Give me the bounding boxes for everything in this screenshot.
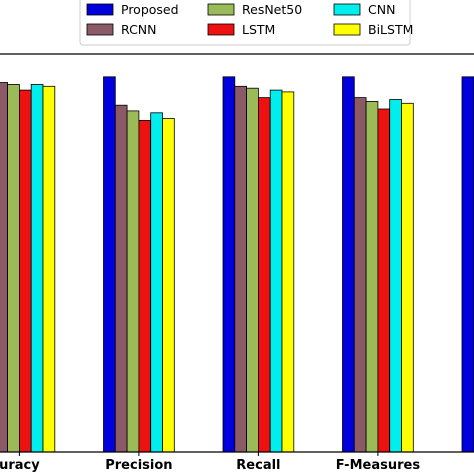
legend-swatch-bilstm <box>333 23 361 36</box>
bar-lstm-recall <box>257 97 271 453</box>
bar-proposed-recall <box>222 76 236 453</box>
bar-rcnn-recall <box>234 85 248 453</box>
bar-lstm-accuracy <box>18 89 32 453</box>
bar-resnet50-recall <box>246 87 259 453</box>
bar-proposed-precision <box>103 76 116 453</box>
x-tick-label-precision: Precision <box>105 458 172 473</box>
legend-swatch-lstm <box>207 23 235 36</box>
bar-cnn-precision <box>150 112 163 453</box>
x-tick-label-f-measures: F-Measures <box>336 458 421 473</box>
legend-label-rcnn: RCNN <box>121 22 157 37</box>
legend-label-bilstm: BiLSTM <box>368 22 413 37</box>
legend-swatch-rcnn <box>86 23 114 36</box>
bar-cnn-f-measures <box>389 99 402 453</box>
bar-rcnn-precision <box>114 104 128 453</box>
legend-label-cnn: CNN <box>368 2 395 17</box>
x-tick-label-recall: Recall <box>236 458 280 473</box>
bar-resnet50-precision <box>126 110 140 453</box>
legend-swatch-cnn <box>333 3 361 16</box>
legend-label-resnet50: ResNet50 <box>242 2 302 17</box>
x-tick-label-accuracy: uracy <box>0 458 40 473</box>
bar-resnet50-accuracy <box>7 84 20 453</box>
legend-box <box>79 0 411 46</box>
bar-lstm-precision <box>138 120 152 453</box>
bar-bilstm-accuracy <box>42 85 56 453</box>
bar-rcnn-f-measures <box>353 97 367 453</box>
bar-bilstm-recall <box>281 91 295 453</box>
legend-swatch-resnet50 <box>207 3 235 16</box>
bar-resnet50-f-measures <box>365 101 379 453</box>
bar-cnn-accuracy <box>30 84 44 453</box>
bars-group <box>0 76 474 453</box>
bar-bilstm-precision <box>162 118 175 453</box>
legend-label-lstm: LSTM <box>242 22 275 37</box>
legend-swatch-proposed <box>86 3 114 16</box>
bar-bilstm-f-measures <box>401 102 414 453</box>
bar-proposed-specificity <box>461 76 474 453</box>
bar-cnn-recall <box>269 89 283 453</box>
axes-group <box>0 53 474 456</box>
legend-label-proposed: Proposed <box>121 2 179 17</box>
bar-lstm-f-measures <box>377 108 391 453</box>
legend: Proposed RCNN ResNet50 LSTM CNN BiLSTM <box>79 0 413 46</box>
bar-rcnn-accuracy <box>0 82 9 453</box>
bar-proposed-f-measures <box>342 76 355 453</box>
